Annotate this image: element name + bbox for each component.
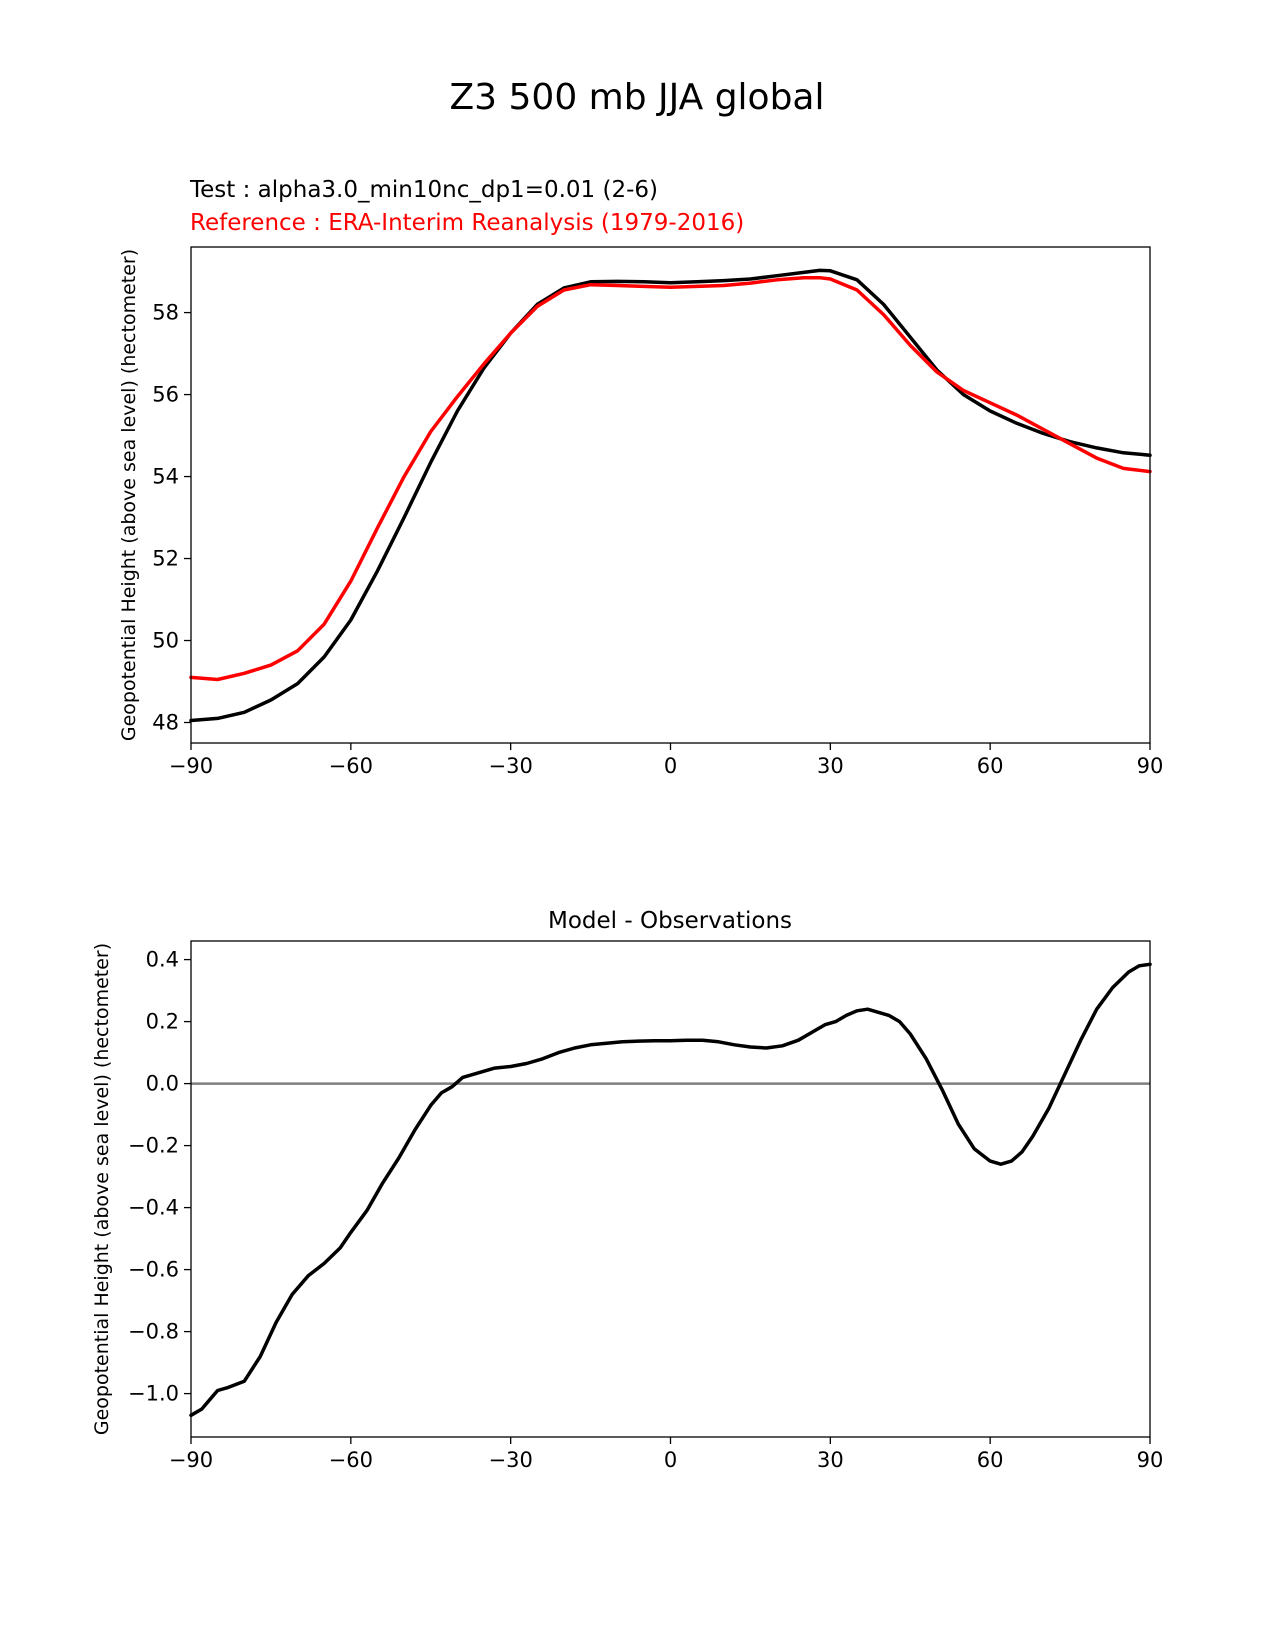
series-line-test [189, 268, 1152, 723]
x-tick-label: −60 [329, 754, 373, 778]
y-tick-label: 0.2 [146, 1010, 179, 1034]
bottom-lines [189, 962, 1152, 1418]
y-tick-label: 56 [152, 383, 179, 407]
x-tick-label: 60 [977, 754, 1004, 778]
x-tick-label: 0 [664, 1448, 677, 1472]
y-tick-label: 50 [152, 629, 179, 653]
x-tick-label: 60 [977, 1448, 1004, 1472]
bottom-title: Model - Observations [548, 908, 792, 934]
x-tick-label: 30 [817, 1448, 844, 1472]
top-ylabel: Geopotential Height (above sea level) (h… [118, 249, 140, 741]
bottom-ylabel: Geopotential Height (above sea level) (h… [91, 943, 113, 1435]
y-tick-label: −1.0 [128, 1382, 179, 1406]
x-tick-label: 30 [817, 754, 844, 778]
x-tick-label: −90 [169, 1448, 213, 1472]
top-plot-frame [190, 246, 1151, 744]
x-tick-label: −60 [329, 1448, 373, 1472]
y-tick-label: −0.8 [128, 1320, 179, 1344]
bottom-panel: Model - Observations −90 −60 −30 0 30 60 90 −1.… [91, 908, 1163, 1472]
bottom-ticks: −90 −60 −30 0 30 60 90 −1.0 −0.8 −0.6 −0.4 −0.2 0.0 0… [128, 948, 1163, 1472]
y-tick-label: 54 [152, 465, 179, 489]
x-tick-label: 90 [1137, 1448, 1164, 1472]
y-tick-label: 0.0 [146, 1072, 179, 1096]
y-tick-label: −0.6 [128, 1258, 179, 1282]
x-tick-label: −30 [489, 1448, 533, 1472]
series-line-model-observations [189, 962, 1152, 1418]
y-tick-label: 58 [152, 301, 179, 325]
bottom-plot-frame [190, 940, 1151, 1438]
y-tick-label: 48 [152, 711, 179, 735]
y-tick-label: −0.4 [128, 1196, 179, 1220]
reference-label: Reference : ERA-Interim Reanalysis (1979… [190, 210, 744, 236]
series-line-reference [189, 275, 1152, 682]
x-tick-label: 0 [664, 754, 677, 778]
x-tick-label: 90 [1137, 754, 1164, 778]
figure-title: Z3 500 mb JJA global [450, 77, 825, 118]
top-panel: Test : alpha3.0_min10nc_dp1=0.01 (2-6) R… [118, 177, 1163, 778]
top-ticks: −90 −60 −30 0 30 60 90 48 50 52 54 56 58 [152, 301, 1163, 778]
y-tick-label: 0.4 [146, 948, 179, 972]
x-tick-label: −90 [169, 754, 213, 778]
x-tick-label: −30 [489, 754, 533, 778]
test-label: Test : alpha3.0_min10nc_dp1=0.01 (2-6) [189, 177, 658, 203]
y-tick-label: 52 [152, 547, 179, 571]
top-lines [189, 268, 1152, 723]
y-tick-label: −0.2 [128, 1134, 179, 1158]
